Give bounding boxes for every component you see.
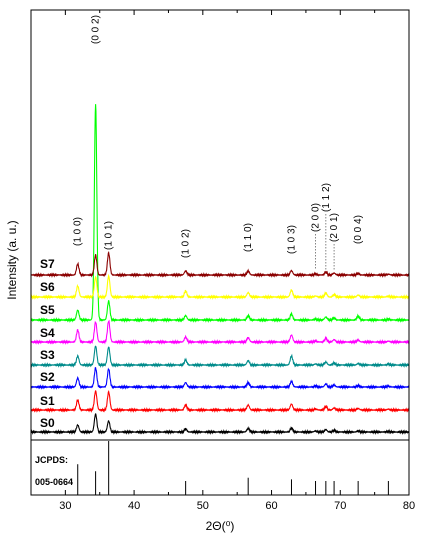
- series-line-s2: [30, 367, 410, 391]
- series-line-s6: [30, 273, 410, 301]
- x-tick-label-70: 70: [334, 500, 346, 512]
- x-tick-label-60: 60: [265, 500, 277, 512]
- series-line-s4: [30, 319, 410, 345]
- x-axis: 30 40 50 60 70 80: [30, 10, 415, 512]
- series-line-s5: [30, 104, 410, 324]
- x-tick-label-80: 80: [403, 500, 415, 512]
- sample-label-s2: S2: [40, 370, 55, 384]
- peak-label-0: (1 0 0): [73, 217, 84, 246]
- series-line-s7: [30, 251, 410, 279]
- plot-area: S0 S1 S2 S3 S4 S5 S6 S7 (1 0 0) (0 0 2) (1 0 1) (1 …: [30, 15, 410, 495]
- series-line-s1: [30, 390, 410, 414]
- x-tick-label-40: 40: [128, 500, 140, 512]
- x-axis-label: 2Θ(⁰): [206, 519, 235, 533]
- sample-label-s6: S6: [40, 280, 55, 294]
- x-tick-label-30: 30: [59, 500, 71, 512]
- sample-label-s3: S3: [40, 348, 55, 362]
- peak-label-8: (2 0 1): [329, 213, 340, 242]
- series-line-s3: [30, 345, 410, 369]
- y-axis-label: Intensity (a. u.): [5, 220, 19, 299]
- series-line-s0: [30, 413, 410, 435]
- sample-label-s7: S7: [40, 257, 55, 271]
- peak-label-4: (1 1 0): [243, 223, 254, 252]
- peak-label-2: (1 0 1): [104, 221, 115, 250]
- x-tick-label-50: 50: [197, 500, 209, 512]
- reference-panel-frame: [30, 439, 410, 496]
- peak-label-7: (1 1 2): [321, 183, 332, 212]
- peak-label-6: (2 0 0): [311, 203, 322, 232]
- peak-label-5: (1 0 3): [287, 225, 298, 254]
- reference-label-line1: JCPDS:: [35, 455, 68, 465]
- sample-label-s5: S5: [40, 303, 55, 317]
- reference-label-line2: 005-0664: [35, 477, 73, 487]
- sample-label-s0: S0: [40, 416, 55, 430]
- sample-label-s4: S4: [40, 326, 55, 340]
- peak-label-3: (1 0 2): [181, 229, 192, 258]
- sample-label-s1: S1: [40, 394, 55, 408]
- peak-label-9: (0 0 4): [353, 215, 364, 244]
- peak-label-1: (0 0 2): [91, 15, 102, 44]
